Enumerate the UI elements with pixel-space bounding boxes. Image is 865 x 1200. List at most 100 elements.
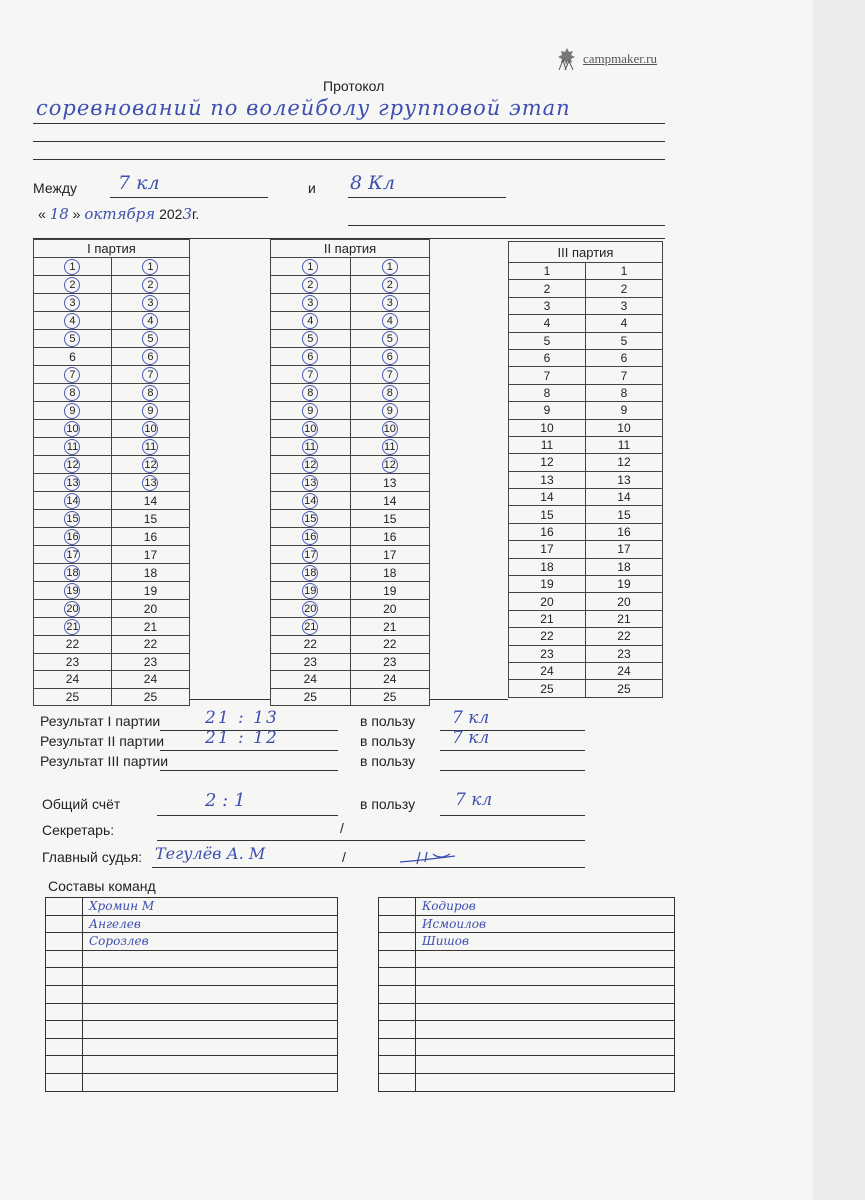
roster-name[interactable] [82, 1037, 338, 1057]
point-cell-left[interactable]: 3 [270, 293, 351, 312]
point-cell-left[interactable]: 2 [508, 279, 586, 298]
point-cell-left[interactable]: 8 [508, 383, 586, 403]
point-cell-right[interactable]: 23 [349, 652, 430, 672]
point-cell-right[interactable]: 5 [584, 331, 664, 350]
point-cell-left[interactable]: 24 [508, 661, 586, 681]
point-cell-left[interactable]: 6 [508, 348, 586, 368]
roster-number-cell[interactable] [45, 1020, 83, 1039]
point-cell-right[interactable]: 7 [584, 366, 664, 385]
point-cell-left[interactable]: 3 [508, 296, 586, 316]
roster-name[interactable]: Хромин М [82, 897, 338, 916]
point-cell-left[interactable]: 5 [508, 331, 586, 350]
point-cell-left[interactable]: 21 [270, 617, 351, 636]
point-cell-left[interactable]: 21 [508, 609, 586, 629]
point-cell-left[interactable]: 3 [33, 293, 112, 312]
point-cell-left[interactable]: 15 [508, 505, 586, 524]
point-cell-left[interactable]: 25 [270, 687, 351, 707]
roster-name[interactable] [82, 984, 338, 1004]
point-cell-right[interactable]: 2 [584, 279, 664, 298]
point-cell-left[interactable]: 18 [270, 563, 351, 582]
point-cell-right[interactable]: 15 [110, 509, 191, 528]
point-cell-left[interactable]: 11 [508, 435, 586, 455]
roster-number-cell[interactable] [378, 1037, 416, 1057]
point-cell-right[interactable]: 9 [349, 401, 430, 420]
point-cell-left[interactable]: 22 [508, 627, 586, 646]
point-cell-left[interactable]: 4 [270, 311, 351, 330]
point-cell-left[interactable]: 21 [33, 617, 112, 636]
roster-number-cell[interactable] [45, 967, 83, 986]
roster-name[interactable]: Сорозлев [82, 932, 338, 951]
point-cell-left[interactable]: 14 [33, 491, 112, 510]
point-cell-right[interactable]: 20 [584, 592, 664, 611]
point-cell-right[interactable]: 21 [584, 609, 664, 629]
point-cell-right[interactable]: 6 [584, 348, 664, 368]
roster-number-cell[interactable] [378, 949, 416, 969]
point-cell-right[interactable]: 18 [110, 563, 191, 582]
point-cell-left[interactable]: 11 [270, 437, 351, 456]
point-cell-right[interactable]: 3 [349, 293, 430, 312]
point-cell-left[interactable]: 9 [33, 401, 112, 420]
point-cell-right[interactable]: 10 [349, 419, 430, 438]
roster-name[interactable] [415, 1020, 675, 1039]
roster-number-cell[interactable] [45, 1002, 83, 1022]
point-cell-left[interactable]: 10 [270, 419, 351, 438]
roster-name[interactable] [82, 1072, 338, 1092]
roster-number-cell[interactable] [378, 1072, 416, 1092]
point-cell-right[interactable]: 12 [349, 455, 430, 474]
roster-name[interactable]: Шишов [415, 932, 675, 951]
point-cell-left[interactable]: 7 [33, 365, 112, 384]
point-cell-right[interactable]: 25 [584, 679, 664, 698]
point-cell-right[interactable]: 8 [584, 383, 664, 403]
point-cell-left[interactable]: 20 [33, 599, 112, 618]
point-cell-right[interactable]: 1 [110, 257, 191, 276]
roster-number-cell[interactable] [45, 897, 83, 916]
point-cell-left[interactable]: 13 [270, 473, 351, 492]
point-cell-right[interactable]: 5 [349, 329, 430, 348]
point-cell-left[interactable]: 13 [33, 473, 112, 492]
point-cell-right[interactable]: 3 [110, 293, 191, 312]
roster-name[interactable] [82, 949, 338, 969]
point-cell-left[interactable]: 1 [508, 261, 586, 281]
point-cell-right[interactable]: 20 [110, 599, 191, 618]
roster-name[interactable] [415, 1072, 675, 1092]
point-cell-left[interactable]: 19 [270, 581, 351, 600]
point-cell-left[interactable]: 19 [33, 581, 112, 600]
point-cell-left[interactable]: 17 [270, 545, 351, 564]
point-cell-right[interactable]: 11 [584, 435, 664, 455]
point-cell-right[interactable]: 20 [349, 599, 430, 618]
point-cell-right[interactable]: 9 [110, 401, 191, 420]
point-cell-right[interactable]: 21 [110, 617, 191, 636]
point-cell-left[interactable]: 10 [508, 418, 586, 437]
point-cell-left[interactable]: 8 [33, 383, 112, 402]
point-cell-right[interactable]: 12 [584, 453, 664, 472]
point-cell-left[interactable]: 5 [33, 329, 112, 348]
point-cell-left[interactable]: 10 [33, 419, 112, 438]
point-cell-left[interactable]: 12 [508, 453, 586, 472]
point-cell-right[interactable]: 22 [110, 635, 191, 654]
point-cell-left[interactable]: 23 [33, 652, 112, 672]
roster-number-cell[interactable] [45, 914, 83, 934]
point-cell-left[interactable]: 25 [508, 679, 586, 698]
point-cell-right[interactable]: 4 [349, 311, 430, 330]
point-cell-right[interactable]: 13 [110, 473, 191, 492]
point-cell-left[interactable]: 9 [508, 401, 586, 420]
point-cell-right[interactable]: 2 [110, 275, 191, 294]
point-cell-right[interactable]: 17 [584, 540, 664, 559]
roster-number-cell[interactable] [378, 1020, 416, 1039]
point-cell-right[interactable]: 23 [110, 652, 191, 672]
point-cell-right[interactable]: 16 [349, 527, 430, 546]
roster-number-cell[interactable] [45, 1055, 83, 1074]
point-cell-right[interactable]: 22 [349, 635, 430, 654]
point-cell-left[interactable]: 22 [33, 635, 112, 654]
roster-name[interactable]: Исмоилов [415, 914, 675, 934]
point-cell-right[interactable]: 12 [110, 455, 191, 474]
point-cell-right[interactable]: 8 [349, 383, 430, 402]
point-cell-left[interactable]: 23 [270, 652, 351, 672]
point-cell-right[interactable]: 23 [584, 644, 664, 663]
point-cell-left[interactable]: 20 [508, 592, 586, 611]
point-cell-left[interactable]: 11 [33, 437, 112, 456]
point-cell-left[interactable]: 2 [270, 275, 351, 294]
roster-number-cell[interactable] [378, 967, 416, 986]
point-cell-left[interactable]: 12 [270, 455, 351, 474]
point-cell-left[interactable]: 17 [508, 540, 586, 559]
